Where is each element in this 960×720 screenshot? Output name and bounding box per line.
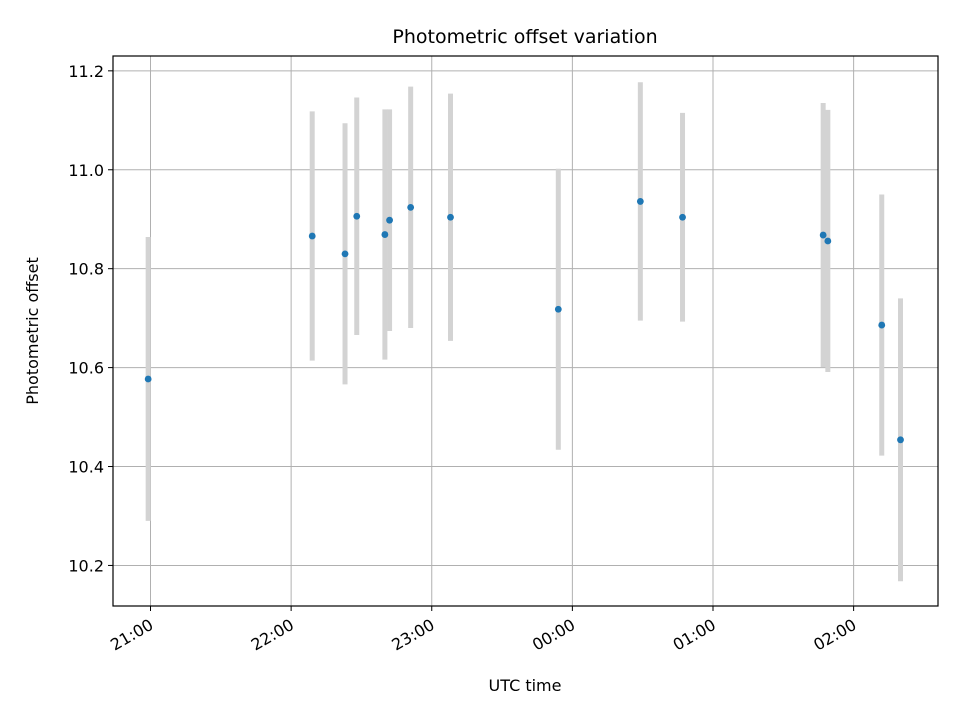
y-tick-label: 11.2 <box>68 62 104 81</box>
chart-title: Photometric offset variation <box>392 26 657 48</box>
data-point <box>144 375 152 383</box>
data-points <box>144 198 904 444</box>
data-point <box>679 213 686 221</box>
data-point <box>554 305 562 313</box>
x-axis-label: UTC time <box>489 676 562 695</box>
grid <box>113 56 938 606</box>
data-point <box>308 232 316 240</box>
data-point <box>824 237 832 245</box>
data-point <box>386 216 393 224</box>
data-point <box>407 203 415 211</box>
data-point <box>381 231 389 238</box>
y-tick-label: 10.6 <box>68 359 104 378</box>
data-point <box>636 198 644 205</box>
y-tick-label: 10.8 <box>68 260 104 279</box>
data-point <box>353 212 361 220</box>
y-tick-label: 10.4 <box>68 458 104 477</box>
data-point <box>878 321 886 329</box>
data-point <box>897 436 904 444</box>
data-point <box>341 250 349 258</box>
plot-frame <box>112 55 939 607</box>
y-axis: 10.2 10.4 10.6 10.8 11.0 11.2 <box>68 62 113 575</box>
data-point <box>819 231 827 239</box>
y-tick-label: 11.0 <box>68 161 104 180</box>
y-axis-label: Photometric offset <box>23 257 42 405</box>
data-point <box>447 213 454 221</box>
y-tick-label: 10.2 <box>68 556 104 575</box>
